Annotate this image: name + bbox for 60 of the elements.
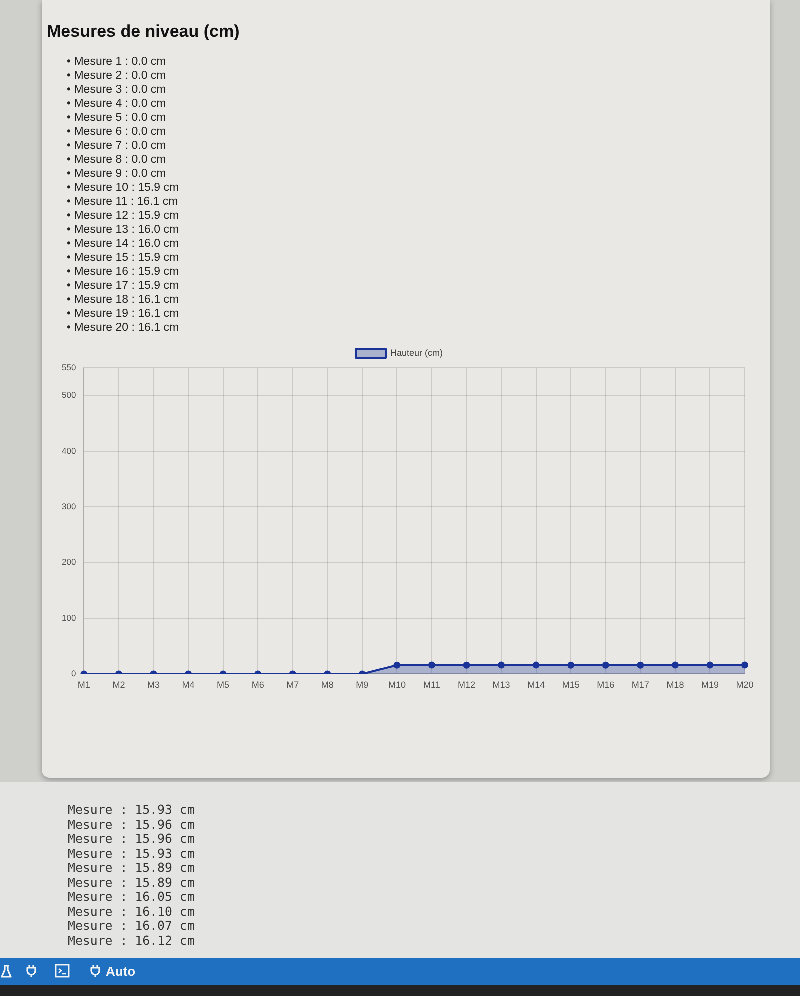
- text: Mesure : 16.10 cm: [68, 904, 195, 919]
- x-tick-label: M1: [78, 680, 90, 690]
- text: • Mesure 1 : 0.0 cm: [67, 55, 168, 69]
- text: • Mesure 13 : 16.0 cm: [67, 223, 180, 237]
- text: • Mesure 14 : 16.0 cm: [67, 237, 180, 251]
- x-tick-label: M10: [388, 680, 406, 690]
- text: Mesure : 16.07 cm: [68, 918, 195, 934]
- text: • Mesure 5 : 0.0 cm: [67, 111, 168, 125]
- x-tick-label: M4: [182, 680, 195, 690]
- x-tick-label: M14: [528, 680, 546, 690]
- text: Mesure : 15.93 cm: [68, 802, 195, 817]
- text: • Mesure 7 : 0.0 cm: [67, 139, 168, 153]
- y-tick-label: 0: [71, 668, 76, 679]
- x-tick-label: M20: [736, 680, 754, 690]
- x-tick-label: M6: [252, 680, 264, 690]
- text: • Mesure 2 : 0.0 cm: [67, 69, 168, 83]
- y-tick-label: 400: [62, 446, 76, 456]
- text: Auto: [106, 964, 136, 979]
- x-tick-label: M16: [597, 680, 615, 690]
- y-tick-label: 300: [62, 502, 76, 512]
- x-tick-label: M19: [701, 680, 719, 690]
- text: • Mesure 18 : 16.1 cm: [67, 293, 180, 307]
- text: • Mesure 12 : 15.9 cm: [67, 209, 180, 223]
- text: • Mesure 6 : 0.0 cm: [67, 125, 168, 139]
- x-tick-label: M17: [632, 680, 650, 690]
- text: • Mesure 16 : 15.9 cm: [67, 265, 180, 279]
- x-tick-label: M3: [147, 680, 160, 690]
- text: Mesure : 15.96 cm: [68, 816, 195, 832]
- chart-title: Mesures de niveau (cm): [47, 22, 240, 42]
- text: • Mesure 9 : 0.0 cm: [67, 167, 168, 181]
- text: • Mesure 20 : 16.1 cm: [67, 321, 180, 335]
- text: • Mesure 19 : 16.1 cm: [67, 307, 180, 321]
- y-tick-label: 100: [62, 612, 76, 623]
- x-tick-label: M18: [666, 680, 684, 690]
- text: Mesure : 15.89 cm: [68, 860, 195, 876]
- text: Mesure : 15.89 cm: [68, 874, 195, 890]
- x-tick-label: M12: [458, 680, 476, 690]
- text: Mesure : 15.93 cm: [68, 846, 195, 861]
- y-tick-label: 200: [62, 557, 76, 568]
- x-tick-label: M7: [286, 680, 300, 690]
- text: Mesure : 16.05 cm: [68, 889, 195, 904]
- x-tick-label: M8: [321, 680, 334, 690]
- x-tick-label: M15: [562, 680, 580, 690]
- text: • Mesure 10 : 15.9 cm: [67, 181, 180, 195]
- text: • Mesure 3 : 0.0 cm: [67, 83, 168, 97]
- x-tick-label: M5: [217, 680, 230, 690]
- x-tick-label: M9: [356, 680, 369, 690]
- text: • Mesure 11 : 16.1 cm: [67, 195, 180, 209]
- x-tick-label: M11: [424, 680, 440, 690]
- y-tick-label: 500: [62, 390, 76, 400]
- x-tick-label: M13: [492, 680, 510, 690]
- text: • Mesure 4 : 0.0 cm: [67, 97, 168, 111]
- legend-label: Hauteur (cm): [390, 348, 444, 358]
- y-tick-label: 550: [62, 362, 76, 372]
- text: • Mesure 17 : 15.9 cm: [67, 279, 180, 293]
- text: Mesure : 15.96 cm: [68, 831, 195, 846]
- text: • Mesure 15 : 15.9 cm: [67, 251, 180, 265]
- text: Mesure : 16.12 cm: [68, 932, 195, 948]
- x-tick-label: M2: [112, 680, 126, 690]
- text: • Mesure 8 : 0.0 cm: [67, 153, 168, 167]
